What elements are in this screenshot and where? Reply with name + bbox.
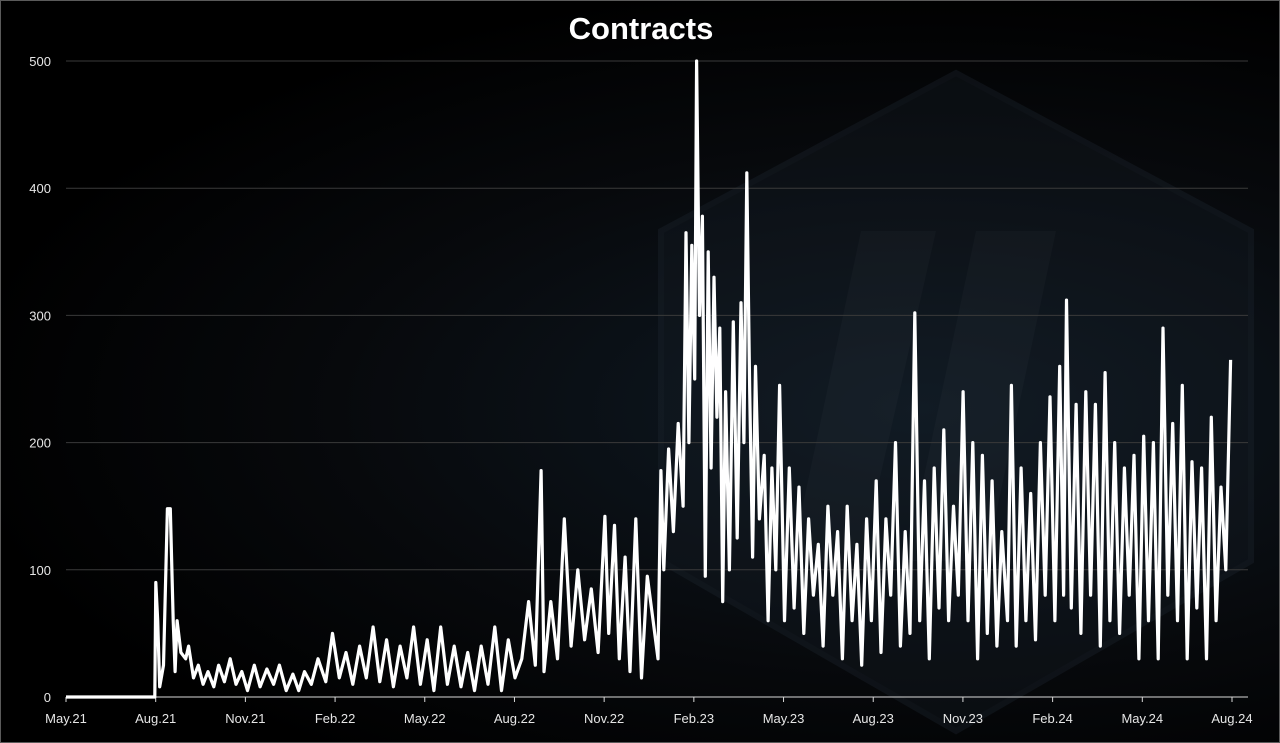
x-axis-ticks: May.21 Aug.21 Nov.21 Feb.22 May.22 Aug.22 Nov.… [45, 697, 1253, 726]
chart-title: Contracts [568, 11, 714, 46]
y-axis-ticks: 0 100 200 300 400 500 [29, 54, 51, 705]
x-tick-label: Nov.23 [943, 711, 983, 726]
x-tick-label: Feb.23 [674, 711, 714, 726]
x-tick-label: May.21 [45, 711, 87, 726]
x-tick-label: Feb.22 [315, 711, 355, 726]
y-tick-label: 0 [44, 690, 51, 705]
x-tick-label: Nov.22 [584, 711, 624, 726]
y-tick-label: 400 [29, 181, 51, 196]
y-tick-label: 500 [29, 54, 51, 69]
y-tick-label: 200 [29, 436, 51, 451]
x-tick-label: May.22 [404, 711, 446, 726]
contracts-line [66, 59, 1233, 699]
x-tick-label: Aug.24 [1211, 711, 1252, 726]
x-tick-label: Nov.21 [225, 711, 265, 726]
x-tick-label: Aug.21 [135, 711, 176, 726]
y-tick-label: 300 [29, 308, 51, 323]
x-tick-label: Aug.22 [494, 711, 535, 726]
x-tick-label: May.23 [763, 711, 805, 726]
x-tick-label: May.24 [1121, 711, 1163, 726]
y-tick-label: 100 [29, 563, 51, 578]
x-tick-label: Aug.23 [853, 711, 894, 726]
x-tick-label: Feb.24 [1032, 711, 1072, 726]
